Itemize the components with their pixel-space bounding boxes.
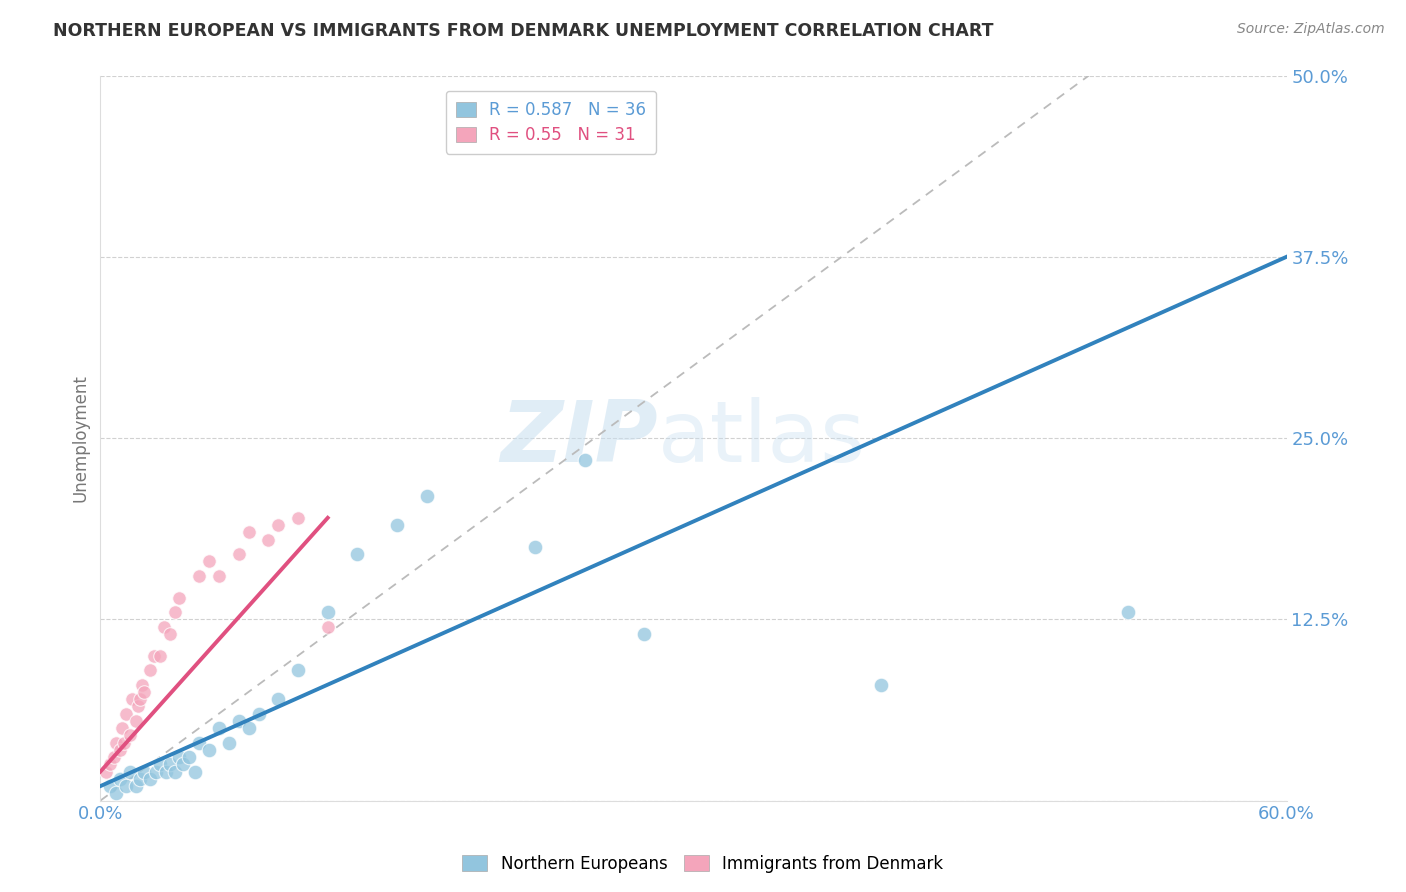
Point — [108, 743, 131, 757]
Point — [128, 692, 150, 706]
Y-axis label: Unemployment: Unemployment — [72, 374, 89, 502]
Point — [131, 677, 153, 691]
Point — [108, 772, 131, 786]
Point — [105, 786, 128, 800]
Point — [385, 518, 408, 533]
Point — [125, 714, 148, 728]
Point — [208, 569, 231, 583]
Point — [267, 518, 290, 533]
Point — [247, 706, 270, 721]
Point — [127, 699, 149, 714]
Point — [165, 605, 187, 619]
Text: atlas: atlas — [658, 397, 866, 480]
Point — [198, 743, 221, 757]
Text: ZIP: ZIP — [501, 397, 658, 480]
Point — [1118, 605, 1140, 619]
Point — [165, 764, 187, 779]
Point — [179, 750, 201, 764]
Point — [169, 750, 191, 764]
Point — [633, 627, 655, 641]
Point — [149, 648, 172, 663]
Point — [316, 619, 339, 633]
Point — [218, 736, 240, 750]
Point — [524, 540, 547, 554]
Point — [415, 489, 437, 503]
Legend: Northern Europeans, Immigrants from Denmark: Northern Europeans, Immigrants from Denm… — [456, 848, 950, 880]
Point — [98, 779, 121, 793]
Point — [346, 547, 368, 561]
Point — [287, 511, 309, 525]
Point — [188, 569, 211, 583]
Point — [184, 764, 207, 779]
Point — [257, 533, 280, 547]
Point — [316, 605, 339, 619]
Point — [103, 750, 125, 764]
Text: Source: ZipAtlas.com: Source: ZipAtlas.com — [1237, 22, 1385, 37]
Point — [112, 736, 135, 750]
Point — [287, 663, 309, 677]
Point — [169, 591, 191, 605]
Point — [118, 764, 141, 779]
Point — [238, 721, 260, 735]
Point — [574, 452, 596, 467]
Point — [267, 692, 290, 706]
Point — [121, 692, 143, 706]
Point — [172, 757, 194, 772]
Point — [115, 779, 138, 793]
Text: NORTHERN EUROPEAN VS IMMIGRANTS FROM DENMARK UNEMPLOYMENT CORRELATION CHART: NORTHERN EUROPEAN VS IMMIGRANTS FROM DEN… — [53, 22, 994, 40]
Point — [142, 648, 165, 663]
Point — [152, 619, 174, 633]
Point — [128, 772, 150, 786]
Point — [145, 764, 167, 779]
Point — [228, 547, 250, 561]
Point — [228, 714, 250, 728]
Point — [115, 706, 138, 721]
Point — [96, 764, 118, 779]
Point — [132, 764, 155, 779]
Point — [139, 772, 162, 786]
Point — [870, 677, 893, 691]
Point — [118, 728, 141, 742]
Point — [238, 525, 260, 540]
Point — [159, 627, 181, 641]
Point — [188, 736, 211, 750]
Point — [132, 685, 155, 699]
Point — [155, 764, 177, 779]
Point — [208, 721, 231, 735]
Point — [139, 663, 162, 677]
Point — [149, 757, 172, 772]
Legend: R = 0.587   N = 36, R = 0.55   N = 31: R = 0.587 N = 36, R = 0.55 N = 31 — [446, 91, 657, 153]
Point — [159, 757, 181, 772]
Point — [105, 736, 128, 750]
Point — [111, 721, 134, 735]
Point — [198, 554, 221, 568]
Point — [125, 779, 148, 793]
Point — [98, 757, 121, 772]
